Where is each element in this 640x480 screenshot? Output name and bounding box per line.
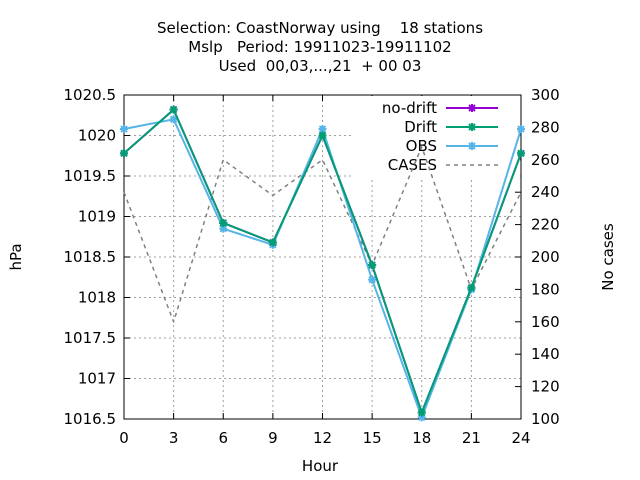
- x-tick-label: 3: [169, 429, 179, 447]
- y-tick-label: 1019: [78, 208, 116, 226]
- data-point: [368, 261, 377, 270]
- data-point: [268, 238, 277, 247]
- y2-tick-label: 160: [531, 313, 560, 331]
- legend-item-cases: CASES: [388, 156, 498, 174]
- title-line-1: Selection: CoastNorway using 18 stations: [157, 19, 483, 37]
- series-layer: [120, 105, 525, 422]
- legend-label: Drift: [404, 118, 437, 136]
- x-axis-label: Hour: [302, 457, 339, 475]
- y-tick-label: 1017.5: [64, 329, 117, 347]
- data-point: [517, 125, 525, 134]
- y2-tick-label: 200: [531, 248, 560, 266]
- data-point: [120, 125, 128, 134]
- y-axis-left: 1016.5 1017 1017.5 1018 1018.5 1019 1019.5 1020…: [64, 86, 130, 428]
- data-point: [417, 408, 426, 417]
- x-tick-label: 6: [218, 429, 228, 447]
- legend-item-no-drift: no-drift: [382, 99, 498, 117]
- series-line-cases: [123, 146, 522, 323]
- y2-tick-label: 280: [531, 118, 560, 136]
- x-tick-label: 18: [412, 429, 431, 447]
- series-drift: [120, 105, 525, 417]
- y2-tick-label: 220: [531, 216, 560, 234]
- data-point: [219, 218, 228, 227]
- y2-tick-label: 120: [531, 378, 560, 396]
- x-tick-label: 0: [119, 429, 129, 447]
- y-axis-right: 100 120 140 160 180 200 220 240 260 280 300: [515, 86, 560, 428]
- y-tick-label: 1017: [78, 370, 116, 388]
- legend-background: [351, 96, 520, 178]
- y2-tick-label: 300: [531, 86, 560, 104]
- title-line-3: Used 00,03,...,21 + 00 03: [219, 57, 422, 75]
- y2-tick-label: 140: [531, 345, 560, 363]
- data-point: [368, 275, 377, 284]
- x-tick-label: 21: [462, 429, 481, 447]
- y2-tick-label: 240: [531, 183, 560, 201]
- legend-label: OBS: [406, 137, 437, 155]
- x-tick-label: 12: [313, 429, 332, 447]
- data-point: [169, 115, 178, 124]
- y-tick-label: 1016.5: [64, 410, 117, 428]
- y-tick-label: 1020: [78, 127, 116, 145]
- y2-axis-label: No cases: [599, 223, 617, 291]
- legend-label: no-drift: [382, 99, 437, 117]
- y2-tick-label: 260: [531, 151, 560, 169]
- legend-item-drift: Drift: [404, 118, 498, 136]
- data-point: [120, 149, 128, 158]
- y-tick-label: 1018.5: [64, 248, 117, 266]
- x-axis: 0 3 6 9 12 15 18 21 24: [119, 95, 531, 447]
- y-tick-label: 1018: [78, 289, 116, 307]
- y2-tick-label: 100: [531, 410, 560, 428]
- x-tick-label: 9: [268, 429, 278, 447]
- data-point: [467, 283, 476, 292]
- y2-tick-label: 180: [531, 280, 560, 298]
- data-point: [318, 131, 327, 140]
- title-line-2: Mslp Period: 19911023-19911102: [188, 38, 451, 56]
- y-tick-label: 1020.5: [64, 86, 117, 104]
- y-tick-label: 1019.5: [64, 167, 117, 185]
- legend-item-obs: OBS: [406, 137, 498, 155]
- x-tick-label: 15: [363, 429, 382, 447]
- data-point: [517, 149, 525, 158]
- x-tick-label: 24: [511, 429, 530, 447]
- y-axis-label: hPa: [7, 243, 25, 270]
- series-cases: [123, 146, 522, 323]
- chart-title: Selection: CoastNorway using 18 stations…: [157, 19, 483, 75]
- legend-label: CASES: [388, 156, 437, 174]
- data-point: [169, 105, 178, 114]
